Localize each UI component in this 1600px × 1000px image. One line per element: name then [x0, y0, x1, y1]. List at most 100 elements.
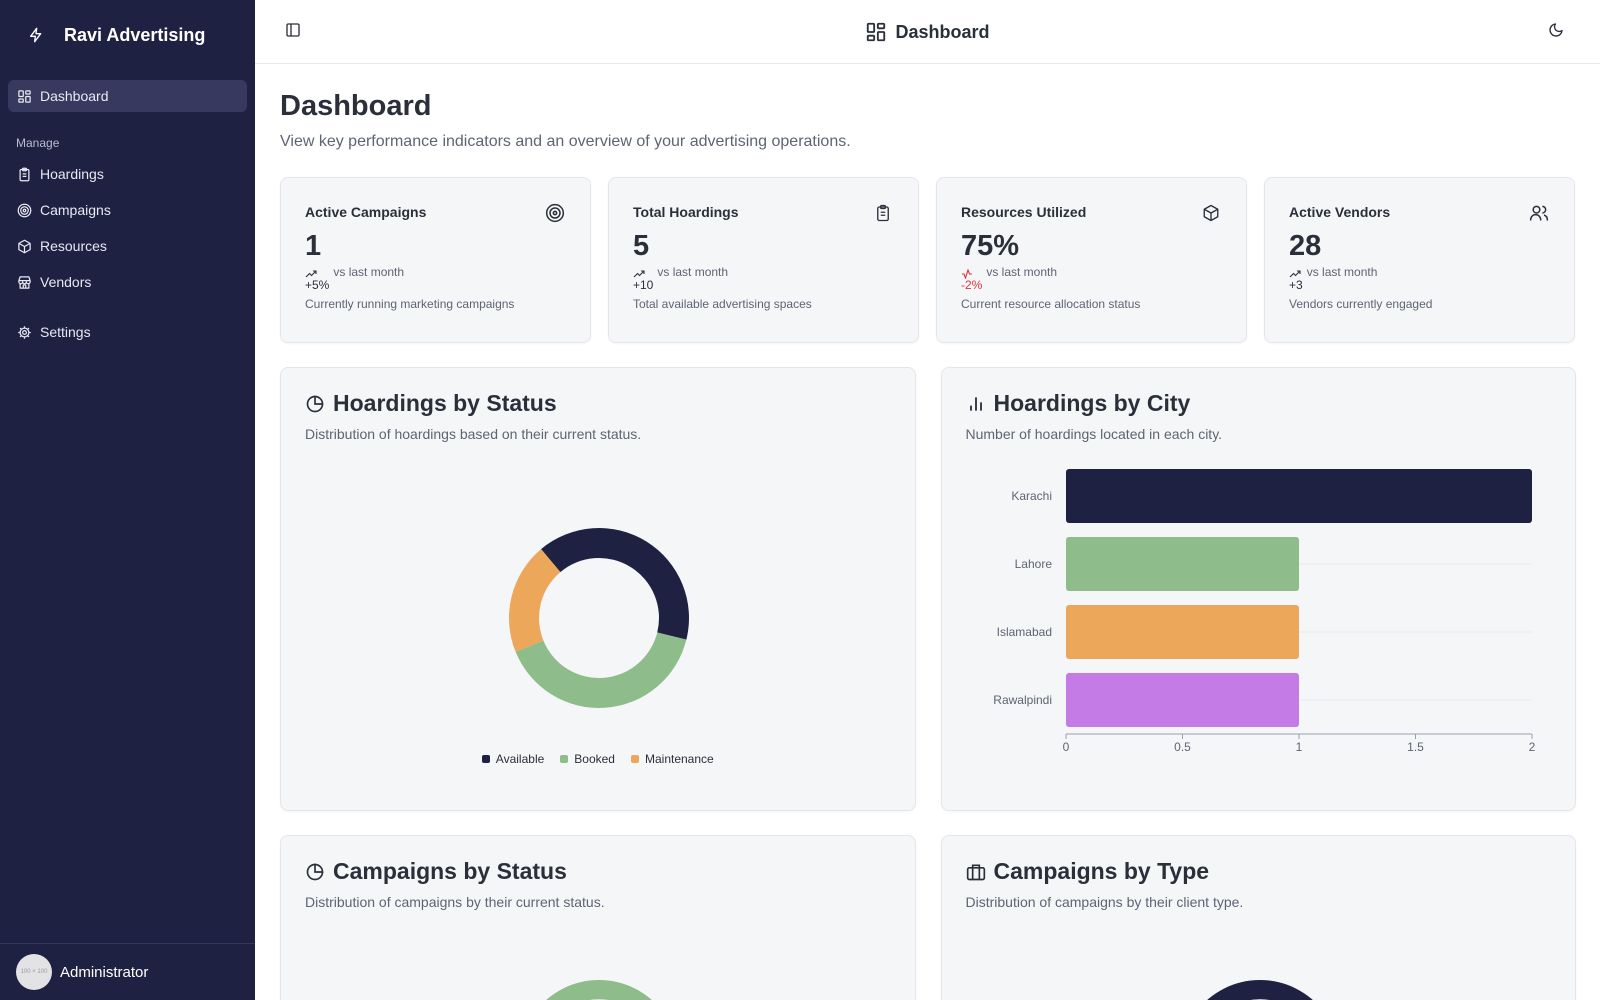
avatar: 100 × 100 [16, 954, 52, 990]
kpi-card-active-vendors: Active Vendors 28 +3 vs last month Vendo… [1264, 177, 1575, 343]
donut-slice-booked[interactable] [515, 632, 687, 708]
activity-icon [962, 269, 972, 279]
kpi-card-active-campaigns: Active Campaigns 1 +5% vs last month Cur… [280, 177, 591, 343]
sidebar-item-label: Hoardings [40, 166, 104, 182]
hoardings-by-city-card: Hoardings by City Number of hoardings lo… [940, 367, 1576, 811]
panel-left-icon [285, 22, 301, 43]
card-title: Hoardings by Status [305, 390, 891, 417]
x-tick-label: 1.5 [1407, 740, 1424, 754]
sidebar-item-label: Settings [40, 324, 91, 340]
users-icon [1528, 202, 1550, 224]
donut-slice-available[interactable] [541, 528, 689, 640]
kpi-card-total-hoardings: Total Hoardings 5 +10 vs last month Tota… [608, 177, 919, 343]
kpi-change: +10 vs last month [633, 265, 894, 291]
card-title-text: Hoardings by City [993, 390, 1191, 416]
chart-row-2: Campaigns by Status Distribution of camp… [280, 835, 1576, 1000]
card-description: Distribution of campaigns by their clien… [965, 894, 1244, 910]
y-tick-label: Karachi [1011, 489, 1052, 503]
kpi-vs-label: vs last month [986, 265, 1058, 279]
kpi-vs-label: vs last month [1306, 265, 1378, 279]
card-title-text: Hoardings by Status [333, 390, 557, 416]
sidebar-item-label: Resources [40, 238, 107, 254]
brand-name: Ravi Advertising [64, 24, 206, 45]
kpi-value: 28 [1289, 230, 1322, 262]
moon-icon [1548, 22, 1564, 43]
lightning-icon [28, 26, 46, 44]
kpi-delta: +10 [633, 269, 653, 291]
bar-lahore[interactable] [1065, 537, 1299, 591]
card-description: Distribution of campaigns by their curre… [305, 894, 605, 910]
kpi-description: Vendors currently engaged [1289, 297, 1433, 311]
clipboard-icon [872, 202, 894, 224]
kpi-delta-value: +10 [633, 278, 654, 292]
brand[interactable]: Ravi Advertising [0, 0, 255, 70]
sidebar-item-vendors[interactable]: Vendors [8, 264, 247, 300]
kpi-card-resources-utilized: Resources Utilized 75% -2% vs last month… [936, 177, 1247, 343]
main-content: Dashboard View key performance indicator… [280, 64, 1576, 1000]
card-description: Number of hoardings located in each city… [965, 426, 1223, 442]
sidebar-item-settings[interactable]: Settings [8, 316, 247, 348]
kpi-delta: +5% [305, 269, 329, 291]
campaigns-type-donut-partial [1206, 980, 1313, 1000]
bar-chart-icon [966, 393, 988, 415]
theme-toggle-button[interactable] [1546, 22, 1566, 42]
kpi-vs-label: vs last month [657, 265, 729, 279]
x-tick-label: 0 [1062, 740, 1069, 754]
bar-rawalpindi[interactable] [1065, 673, 1299, 727]
page-description: View key performance indicators and an o… [280, 133, 851, 150]
legend-item-booked[interactable]: Booked [560, 752, 615, 766]
donut-segment-partial [546, 980, 652, 1000]
sidebar-item-campaigns[interactable]: Campaigns [8, 192, 247, 228]
chart-legend: Available Booked Maintenance [281, 752, 915, 766]
sidebar-group-label: Manage [16, 136, 60, 150]
y-tick-label: Lahore [1014, 557, 1052, 571]
bar-islamabad[interactable] [1065, 605, 1299, 659]
clipboard-icon [16, 166, 32, 182]
card-description: Distribution of hoardings based on their… [305, 426, 642, 442]
trending-up-icon [1289, 270, 1301, 278]
kpi-title: Total Hoardings [633, 204, 739, 220]
donut-chart [509, 528, 689, 708]
legend-label: Booked [574, 752, 615, 766]
legend-swatch [560, 755, 569, 763]
kpi-change: +3 vs last month [1289, 265, 1550, 291]
sidebar-item-label: Vendors [40, 274, 92, 290]
box-icon [1200, 202, 1222, 224]
target-icon [16, 202, 32, 218]
kpi-description: Currently running marketing campaigns [305, 297, 515, 311]
legend-swatch [630, 755, 639, 763]
sidebar-item-dashboard[interactable]: Dashboard [8, 80, 247, 112]
x-tick-label: 2 [1528, 740, 1535, 754]
bar-karachi[interactable] [1065, 469, 1532, 523]
legend-item-available[interactable]: Available [481, 752, 544, 766]
legend-item-maintenance[interactable]: Maintenance [630, 752, 714, 766]
briefcase-icon [966, 861, 988, 883]
campaigns-by-status-card: Campaigns by Status Distribution of camp… [280, 835, 916, 1000]
gear-icon [16, 324, 32, 340]
user-menu[interactable]: 100 × 100 Administrator [0, 943, 255, 1000]
target-icon [544, 202, 566, 224]
topbar: Dashboard [255, 0, 1600, 64]
sidebar-item-resources[interactable]: Resources [8, 228, 247, 264]
page-title: Dashboard [280, 90, 432, 122]
kpi-title: Active Campaigns [305, 204, 427, 220]
dashboard-icon [865, 21, 887, 43]
campaigns-status-donut-partial [546, 980, 652, 1000]
sidebar: Ravi Advertising Dashboard Manage Hoardi… [0, 0, 255, 1000]
box-icon [16, 238, 32, 254]
x-tick-label: 0.5 [1174, 740, 1191, 754]
kpi-delta-value: +3 [1289, 278, 1303, 292]
user-name: Administrator [60, 963, 149, 981]
sidebar-item-hoardings[interactable]: Hoardings [8, 156, 247, 192]
kpi-vs-label: vs last month [333, 265, 405, 279]
kpi-delta-value: +5% [305, 278, 330, 292]
topbar-title-text: Dashboard [895, 21, 990, 42]
pie-chart-icon [305, 393, 327, 415]
sidebar-toggle-button[interactable] [283, 22, 303, 42]
kpi-value: 1 [305, 230, 322, 262]
donut-segment-partial [1206, 980, 1313, 1000]
donut-slice-maintenance[interactable] [509, 549, 561, 652]
card-title-text: Campaigns by Type [993, 858, 1210, 884]
legend-label: Maintenance [644, 752, 714, 766]
legend-swatch [481, 755, 490, 763]
